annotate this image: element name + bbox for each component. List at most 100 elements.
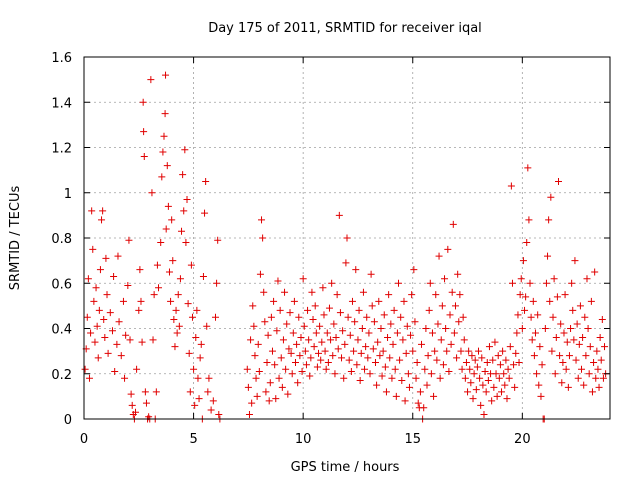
data-point <box>449 220 457 228</box>
data-point <box>528 336 536 344</box>
data-point <box>511 383 519 391</box>
data-point <box>201 209 209 217</box>
data-point <box>368 302 376 310</box>
data-point <box>262 388 270 396</box>
data-point <box>325 304 333 312</box>
data-point <box>573 320 581 328</box>
data-point <box>81 365 89 373</box>
data-point <box>307 354 315 362</box>
data-point <box>291 358 299 366</box>
data-point <box>557 320 565 328</box>
data-point <box>350 347 358 355</box>
data-point <box>407 331 415 339</box>
data-point <box>409 347 417 355</box>
data-point <box>387 320 395 328</box>
data-point <box>113 340 121 348</box>
data-point <box>136 266 144 274</box>
data-point <box>282 365 290 373</box>
data-point <box>482 388 490 396</box>
data-point <box>313 363 321 371</box>
data-point <box>148 189 156 197</box>
data-point <box>263 358 271 366</box>
data-point <box>250 322 258 330</box>
data-point <box>596 334 604 342</box>
data-point <box>414 399 422 407</box>
data-point <box>451 302 459 310</box>
data-point <box>283 320 291 328</box>
data-point <box>158 173 166 181</box>
data-point <box>321 347 329 355</box>
data-point <box>534 311 542 319</box>
data-point <box>574 374 582 382</box>
data-point <box>446 311 454 319</box>
data-point <box>518 325 526 332</box>
y-tick-label: 1.6 <box>51 51 72 66</box>
y-tick-label: 0 <box>64 413 72 428</box>
data-point <box>584 325 592 332</box>
data-point <box>185 349 193 357</box>
data-point <box>517 275 525 283</box>
data-point <box>481 367 489 375</box>
data-point <box>499 347 507 355</box>
data-point <box>424 352 432 360</box>
x-tick-label: 10 <box>295 432 312 447</box>
data-point <box>470 370 478 378</box>
data-point <box>366 370 374 378</box>
data-point <box>542 279 550 287</box>
data-point <box>274 277 282 285</box>
data-point <box>335 211 343 219</box>
data-point <box>371 358 379 366</box>
data-point <box>592 374 600 382</box>
data-point <box>256 270 264 278</box>
data-point <box>502 356 510 364</box>
data-point <box>594 365 602 373</box>
data-point <box>195 395 203 403</box>
data-point <box>244 383 252 391</box>
data-point <box>601 343 609 351</box>
data-point <box>464 388 472 396</box>
data-point <box>478 354 486 362</box>
data-point <box>137 297 145 305</box>
data-point <box>461 374 469 382</box>
data-point <box>393 329 401 337</box>
data-point <box>505 374 513 382</box>
data-point <box>110 272 118 280</box>
data-point <box>431 347 439 355</box>
data-point <box>317 356 325 364</box>
data-point <box>460 336 468 344</box>
data-point <box>163 162 171 170</box>
data-point <box>308 288 316 296</box>
data-point <box>553 293 561 301</box>
data-point <box>379 347 387 355</box>
data-point <box>477 401 485 409</box>
data-point <box>411 318 419 326</box>
data-point <box>304 306 312 314</box>
data-point <box>410 266 418 274</box>
data-point <box>98 216 106 224</box>
data-point <box>365 329 373 337</box>
data-point <box>332 334 340 342</box>
data-point <box>279 336 287 344</box>
data-point <box>457 347 465 355</box>
data-point <box>141 388 149 396</box>
data-point <box>322 365 330 373</box>
data-point <box>199 272 207 280</box>
data-point <box>209 397 217 405</box>
data-point <box>202 177 210 185</box>
data-point <box>568 279 576 287</box>
data-point <box>455 318 463 326</box>
data-point <box>565 352 573 360</box>
data-point <box>85 374 93 382</box>
data-point <box>100 315 108 323</box>
data-point <box>503 395 511 403</box>
x-axis-label: GPS time / hours <box>291 460 400 475</box>
data-point <box>556 352 564 360</box>
data-point <box>159 148 167 156</box>
data-point <box>538 361 546 369</box>
data-point <box>319 284 327 292</box>
data-point <box>496 361 504 369</box>
data-point <box>578 365 586 373</box>
data-point <box>421 365 429 373</box>
data-point <box>364 354 372 362</box>
data-point <box>519 257 527 265</box>
